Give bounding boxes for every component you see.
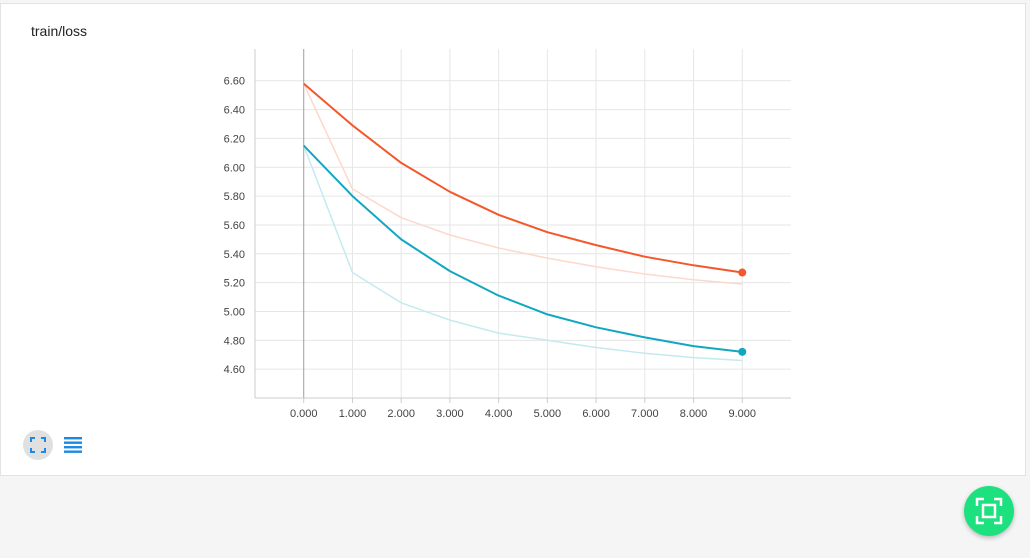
y-tick-label: 5.60 [224,220,245,232]
series-line [303,82,743,274]
x-tick-label: 3.000 [436,408,464,420]
x-tick-label: 5.000 [534,408,562,420]
y-tick-label: 6.20 [224,133,245,145]
y-tick-label: 6.40 [224,105,245,117]
y-tick-label: 5.20 [224,278,245,290]
loss-chart[interactable]: 4.60 4.80 5.00 5.20 5.40 5.60 5.80 6.00 6.20 6.40… [1,4,1027,477]
y-tick-label: 4.80 [224,335,245,347]
series-line [302,144,743,353]
x-tick-label: 0.000 [290,408,318,420]
toggle-data-list-button[interactable] [63,435,83,455]
y-tick-label: 5.00 [224,306,245,318]
y-tick-label: 6.00 [224,162,245,174]
chart-card: train/loss 4.60 4.80 5.00 5.20 5.40 5.60 5.80 6… [0,3,1026,476]
fit-to-screen-button[interactable] [23,430,53,460]
x-tick-label: 1.000 [339,408,367,420]
x-tick-label: 7.000 [631,408,659,420]
fullscreen-icon [975,497,1003,525]
series-line [303,83,743,285]
x-tick-label: 9.000 [729,408,757,420]
y-tick-label: 4.60 [224,364,245,376]
series-line [302,145,743,362]
x-tick-label: 8.000 [680,408,708,420]
fit-to-screen-icon [30,437,46,453]
x-tick-label: 6.000 [582,408,610,420]
y-tick-label: 5.80 [224,191,245,203]
y-tick-label: 6.60 [224,76,245,88]
chart-title: train/loss [31,23,88,39]
fullscreen-fab[interactable] [964,486,1014,536]
list-icon [64,437,82,453]
series-end-point [738,268,747,277]
x-tick-label: 4.000 [485,408,513,420]
x-tick-label: 2.000 [387,408,415,420]
y-tick-label: 5.40 [224,249,245,261]
series-end-point [738,347,747,356]
